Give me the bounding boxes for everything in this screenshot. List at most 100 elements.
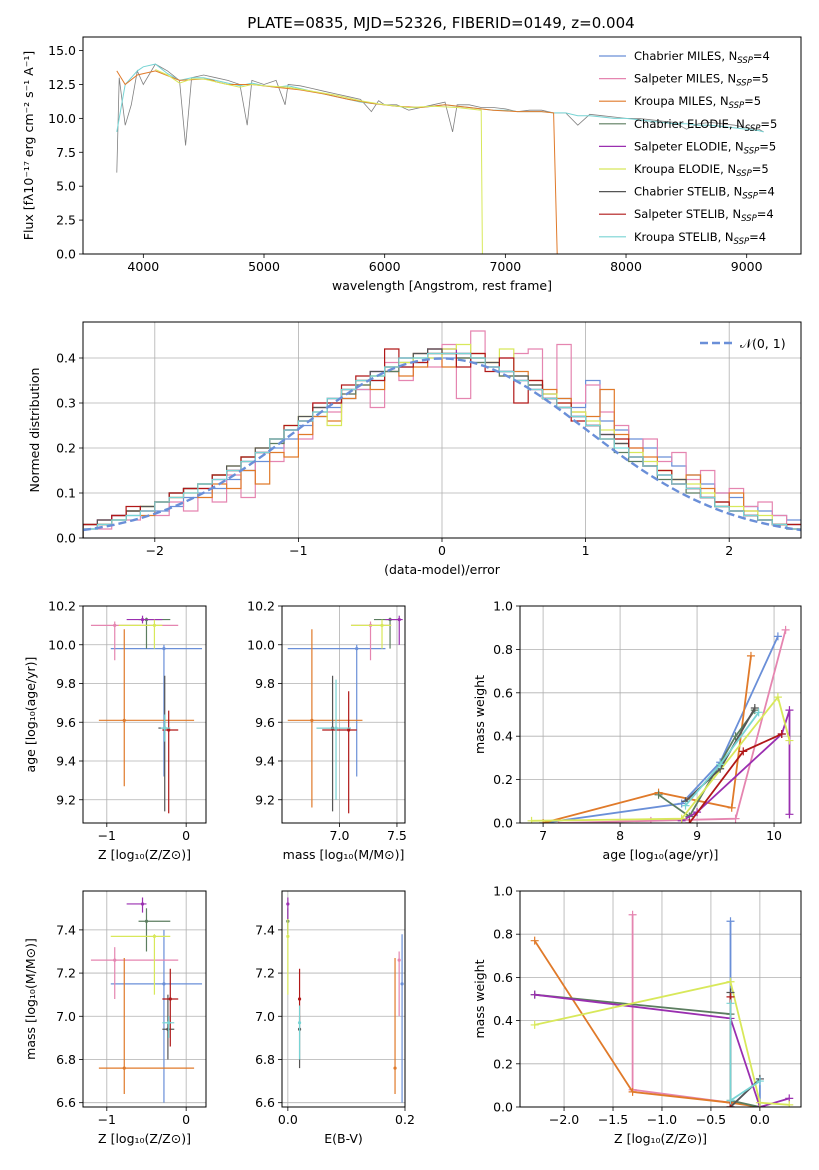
residuals-ylabel: Normed distribution (27, 368, 42, 493)
residuals-ytick-label: 0.4 (56, 351, 76, 366)
mass_vs_Z-plot-area (90, 897, 203, 1103)
weight-line (534, 993, 790, 1107)
gaussian-legend-label: 𝒩(0, 1) (740, 336, 786, 351)
legend-label-3: Chabrier ELODIE, NSSP=5 (634, 117, 777, 134)
legend-label-tail: =5 (759, 139, 776, 153)
age_vs_mass-frame (281, 605, 406, 824)
weight-marker (530, 936, 539, 945)
data-point (122, 1066, 126, 1070)
weight_vs_Z-ytick-label: 0.2 (493, 1056, 513, 1071)
mass_vs_Z-ytick-label: 6.8 (56, 1052, 76, 1067)
spectrum-ytick-label: 5.0 (56, 179, 76, 194)
weight-line (533, 940, 761, 1107)
legend-label-base: Chabrier ELODIE, N (634, 117, 745, 131)
spectrum-xtick-label: 7000 (489, 259, 521, 274)
mass_vs_Z-xtick-label: −1 (98, 1112, 116, 1127)
legend-label-5: Kroupa ELODIE, NSSP=5 (634, 162, 769, 179)
data-point (163, 726, 167, 730)
legend-label-base: Chabrier STELIB, N (634, 185, 742, 199)
data-point (167, 728, 171, 732)
mass_vs_Z-ytick-label: 7.4 (56, 922, 76, 937)
weight_vs_Z-ytick-label: 0.6 (493, 970, 513, 985)
legend-label-base: Salpeter STELIB, N (634, 207, 741, 221)
age_vs_mass-ytick-label: 9.8 (255, 676, 275, 691)
residuals-xtick-label: −1 (289, 543, 307, 558)
data-point (140, 902, 145, 906)
weight-marker (731, 814, 740, 823)
data-point (168, 997, 172, 1001)
weight-marker (785, 810, 794, 819)
mass_vs_Z-ylabel: mass [log₁₀(M/M⊙)] (23, 938, 38, 1060)
residuals-xtick-label: 2 (725, 543, 733, 558)
data-point (397, 958, 401, 962)
weight-marker (785, 736, 794, 745)
spectrum-xtick-label: 5000 (248, 259, 280, 274)
legend-label-tail: =5 (752, 72, 769, 86)
data-point (393, 1066, 397, 1070)
observed-spectrum-line (116, 63, 764, 173)
weight-marker (726, 977, 735, 986)
spectrum-ylabel: Flux [fλ10⁻¹⁷ erg cm⁻² s⁻¹ A⁻¹] (21, 51, 36, 240)
legend-label-tail: =5 (760, 117, 777, 131)
age_vs_Z-frame (82, 605, 207, 824)
weight_vs_Z-xtick-label: −0.5 (696, 1112, 726, 1127)
residual-histogram (83, 352, 801, 538)
mass_vs_Z-ytick-label: 7.2 (56, 966, 76, 981)
legend-label-base: Kroupa ELODIE, N (634, 162, 736, 176)
weight_vs_Z-ytick-label: 0.0 (493, 1100, 513, 1115)
weight-marker (726, 917, 735, 926)
legend-label-tail: =5 (752, 162, 769, 176)
weight_vs_age-frame (519, 605, 802, 824)
legend-label-tail: =5 (744, 94, 761, 108)
weight-line (558, 629, 787, 823)
figure-title: PLATE=0835, MJD=52326, FIBERID=0149, z=0… (247, 14, 634, 32)
data-point (334, 726, 338, 730)
age_vs_mass-ytick-label: 9.4 (255, 754, 275, 769)
weight_vs_age-ytick-label: 0.6 (493, 685, 513, 700)
weight_vs_age-xlabel: age [log₁₀(age/yr)] (603, 847, 719, 862)
weight_vs_Z-xtick-label: 0.0 (750, 1112, 770, 1127)
weight-marker (777, 730, 786, 739)
model-spectrum-line (155, 69, 483, 254)
weight_vs_age-xtick-label: 10 (766, 828, 782, 843)
age_vs_Z-ytick-label: 9.8 (56, 676, 76, 691)
legend-label-base: Chabrier MILES, N (634, 49, 737, 63)
age_vs_mass-ytick-label: 9.2 (255, 792, 275, 807)
weight-marker (716, 760, 725, 769)
age_vs_mass-ytick-label: 9.6 (255, 715, 275, 730)
weight_vs_age-ytick-label: 1.0 (493, 599, 513, 614)
spectrum-xtick-label: 9000 (731, 259, 763, 274)
weight-marker (681, 801, 690, 810)
weight_vs_age-ytick-label: 0.2 (493, 772, 513, 787)
weight_vs_Z-xtick-label: −1.5 (598, 1112, 628, 1127)
data-point (397, 617, 401, 622)
weight-marker (727, 803, 736, 812)
legend-label-sub: SSP (736, 79, 752, 89)
legend-label-base: Kroupa MILES, N (634, 94, 729, 108)
weight_vs_Z-ytick-label: 0.8 (493, 927, 513, 942)
weight-marker (527, 816, 536, 823)
weight_vs_age-xtick-label: 9 (693, 828, 701, 843)
legend-label-6: Chabrier STELIB, NSSP=4 (634, 185, 775, 202)
spectrum-xlabel: wavelength [Angstrom, rest frame] (332, 278, 552, 293)
age_vs_Z-xtick-label: −1 (98, 828, 116, 843)
age_vs_mass-ytick-label: 10.2 (247, 599, 275, 614)
data-point (144, 919, 149, 923)
legend-label-8: Kroupa STELIB, NSSP=4 (634, 230, 766, 247)
age_vs_Z-ytick-label: 10.2 (48, 599, 76, 614)
weight-marker (750, 703, 759, 712)
legend-label-2: Kroupa MILES, NSSP=5 (634, 94, 761, 111)
age_vs_mass-xtick-label: 7.0 (330, 828, 350, 843)
legend-label-sub: SSP (736, 169, 752, 179)
weight-marker (785, 1100, 794, 1107)
mass_vs_EBV-frame (281, 890, 406, 1108)
mass_vs_EBV-ytick-label: 7.0 (255, 1009, 275, 1024)
spectrum-ytick-label: 10.0 (48, 111, 76, 126)
spectrum-frame (82, 36, 802, 255)
age_vs_mass-axes: 7.0 7.5 9.2 9.4 9.6 9.8 10.0 10.2 mass [log₁₀(M/… (247, 599, 407, 863)
age_vs_Z-xlabel: Z [log₁₀(Z/Z⊙)] (98, 847, 191, 862)
legend-label-sub: SSP (742, 192, 758, 202)
weight-marker (628, 910, 637, 919)
legend-label-0: Chabrier MILES, NSSP=4 (634, 49, 770, 66)
residuals-xtick-label: −2 (146, 543, 164, 558)
